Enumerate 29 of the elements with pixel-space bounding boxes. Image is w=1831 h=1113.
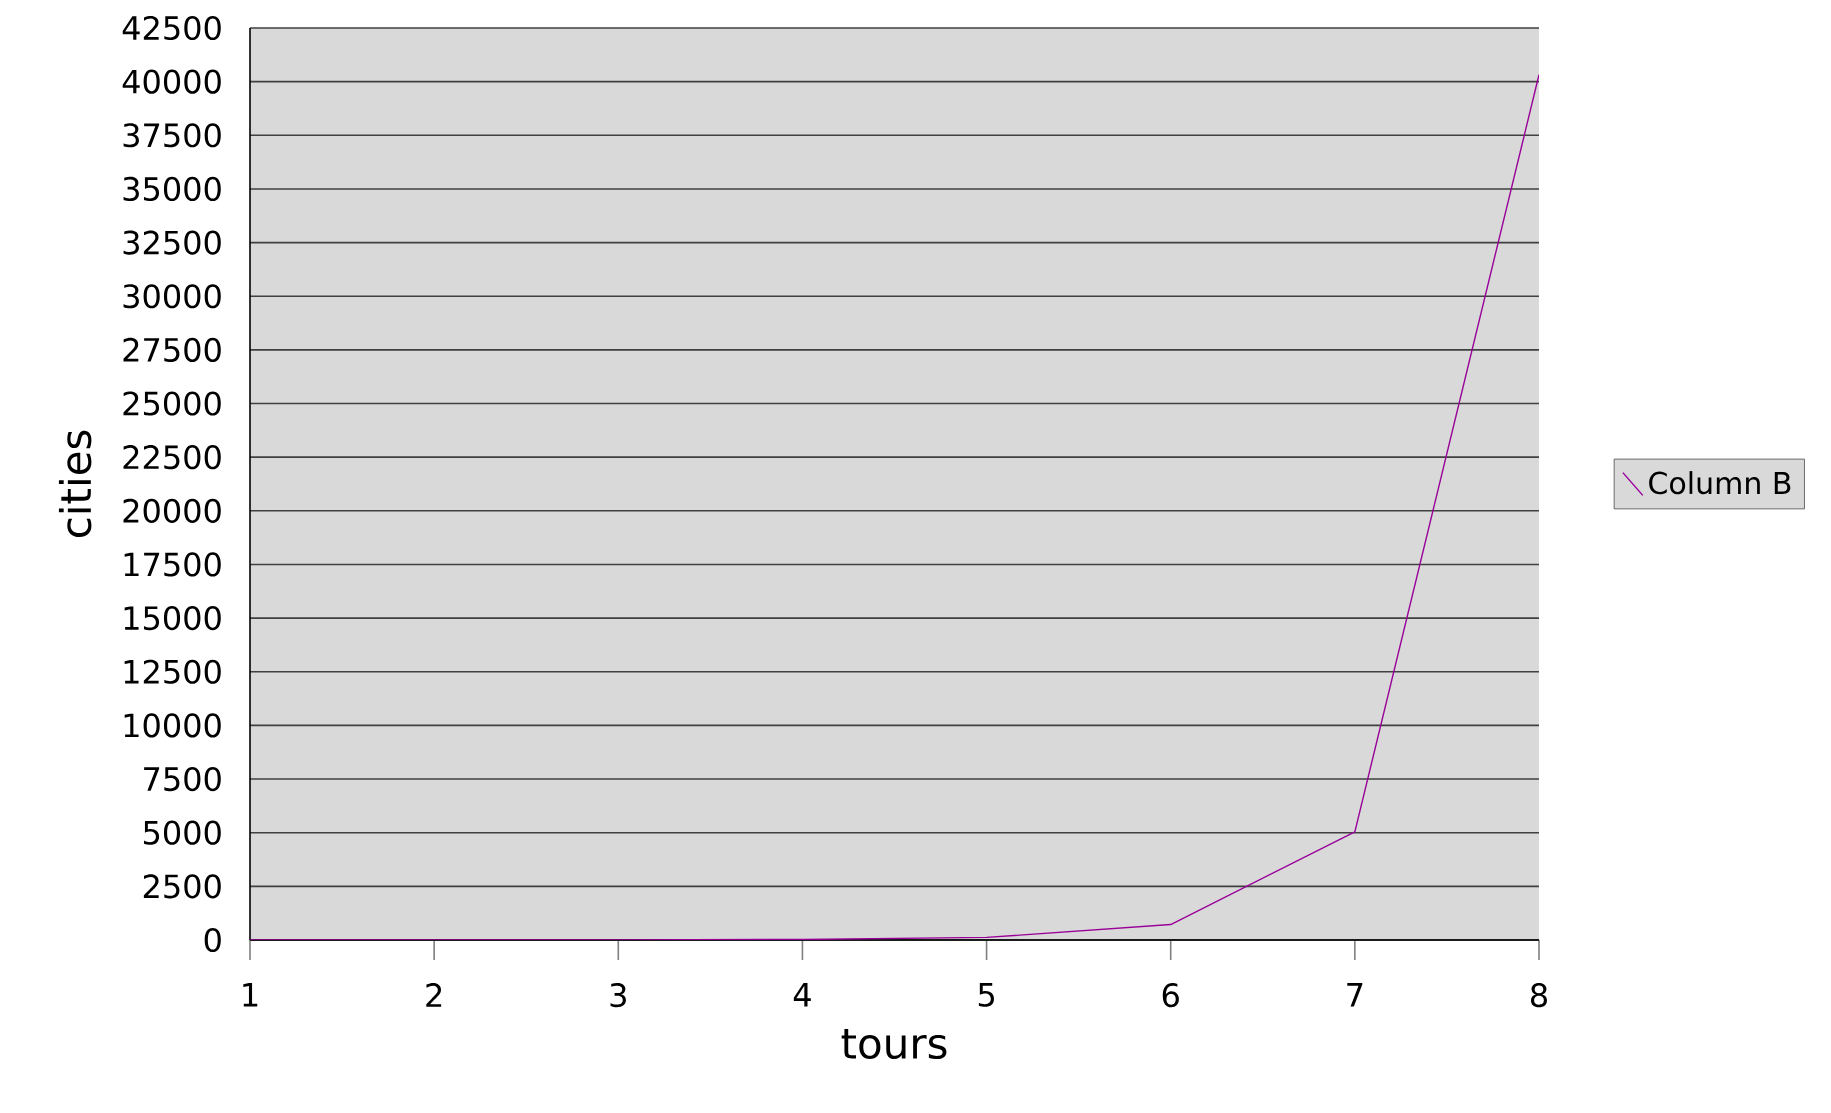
x-tick-label: 3 [610, 983, 626, 1008]
y-tick-label: 15000 [124, 606, 221, 631]
y-tick-label: 30000 [123, 284, 221, 309]
y-tick-label: 17500 [124, 552, 221, 577]
x-tick-label: 4 [793, 983, 811, 1007]
y-tick-label: 12500 [124, 659, 221, 684]
y-tick-label: 32500 [123, 230, 221, 255]
x-tick-label: 6 [1162, 983, 1179, 1008]
y-tick-label: 37500 [123, 123, 221, 148]
y-tick-label: 25000 [123, 391, 221, 416]
y-tick-label: 35000 [123, 176, 221, 202]
legend-label: Column B [1649, 471, 1791, 495]
y-tick-label: 10000 [124, 713, 221, 738]
y-tick-label: 0 [204, 927, 221, 953]
x-tick-label: 7 [1347, 983, 1363, 1007]
x-axis-title: tours [841, 1028, 947, 1060]
y-tick-label: 22500 [123, 445, 221, 470]
y-tick-label: 42500 [122, 15, 221, 41]
y-tick-label: 20000 [123, 498, 221, 523]
x-tick-label: 5 [978, 983, 994, 1007]
y-tick-label: 2500 [143, 874, 221, 899]
y-tick-label: 5000 [143, 820, 221, 845]
y-axis-title: cities [58, 430, 92, 537]
y-tick-label: 7500 [144, 766, 221, 792]
y-tick-label: 27500 [123, 337, 221, 362]
x-tick-label: 1 [243, 983, 258, 1007]
x-tick-label: 2 [426, 983, 442, 1007]
x-tick-label: 8 [1530, 983, 1547, 1008]
y-tick-label: 40000 [122, 69, 221, 94]
